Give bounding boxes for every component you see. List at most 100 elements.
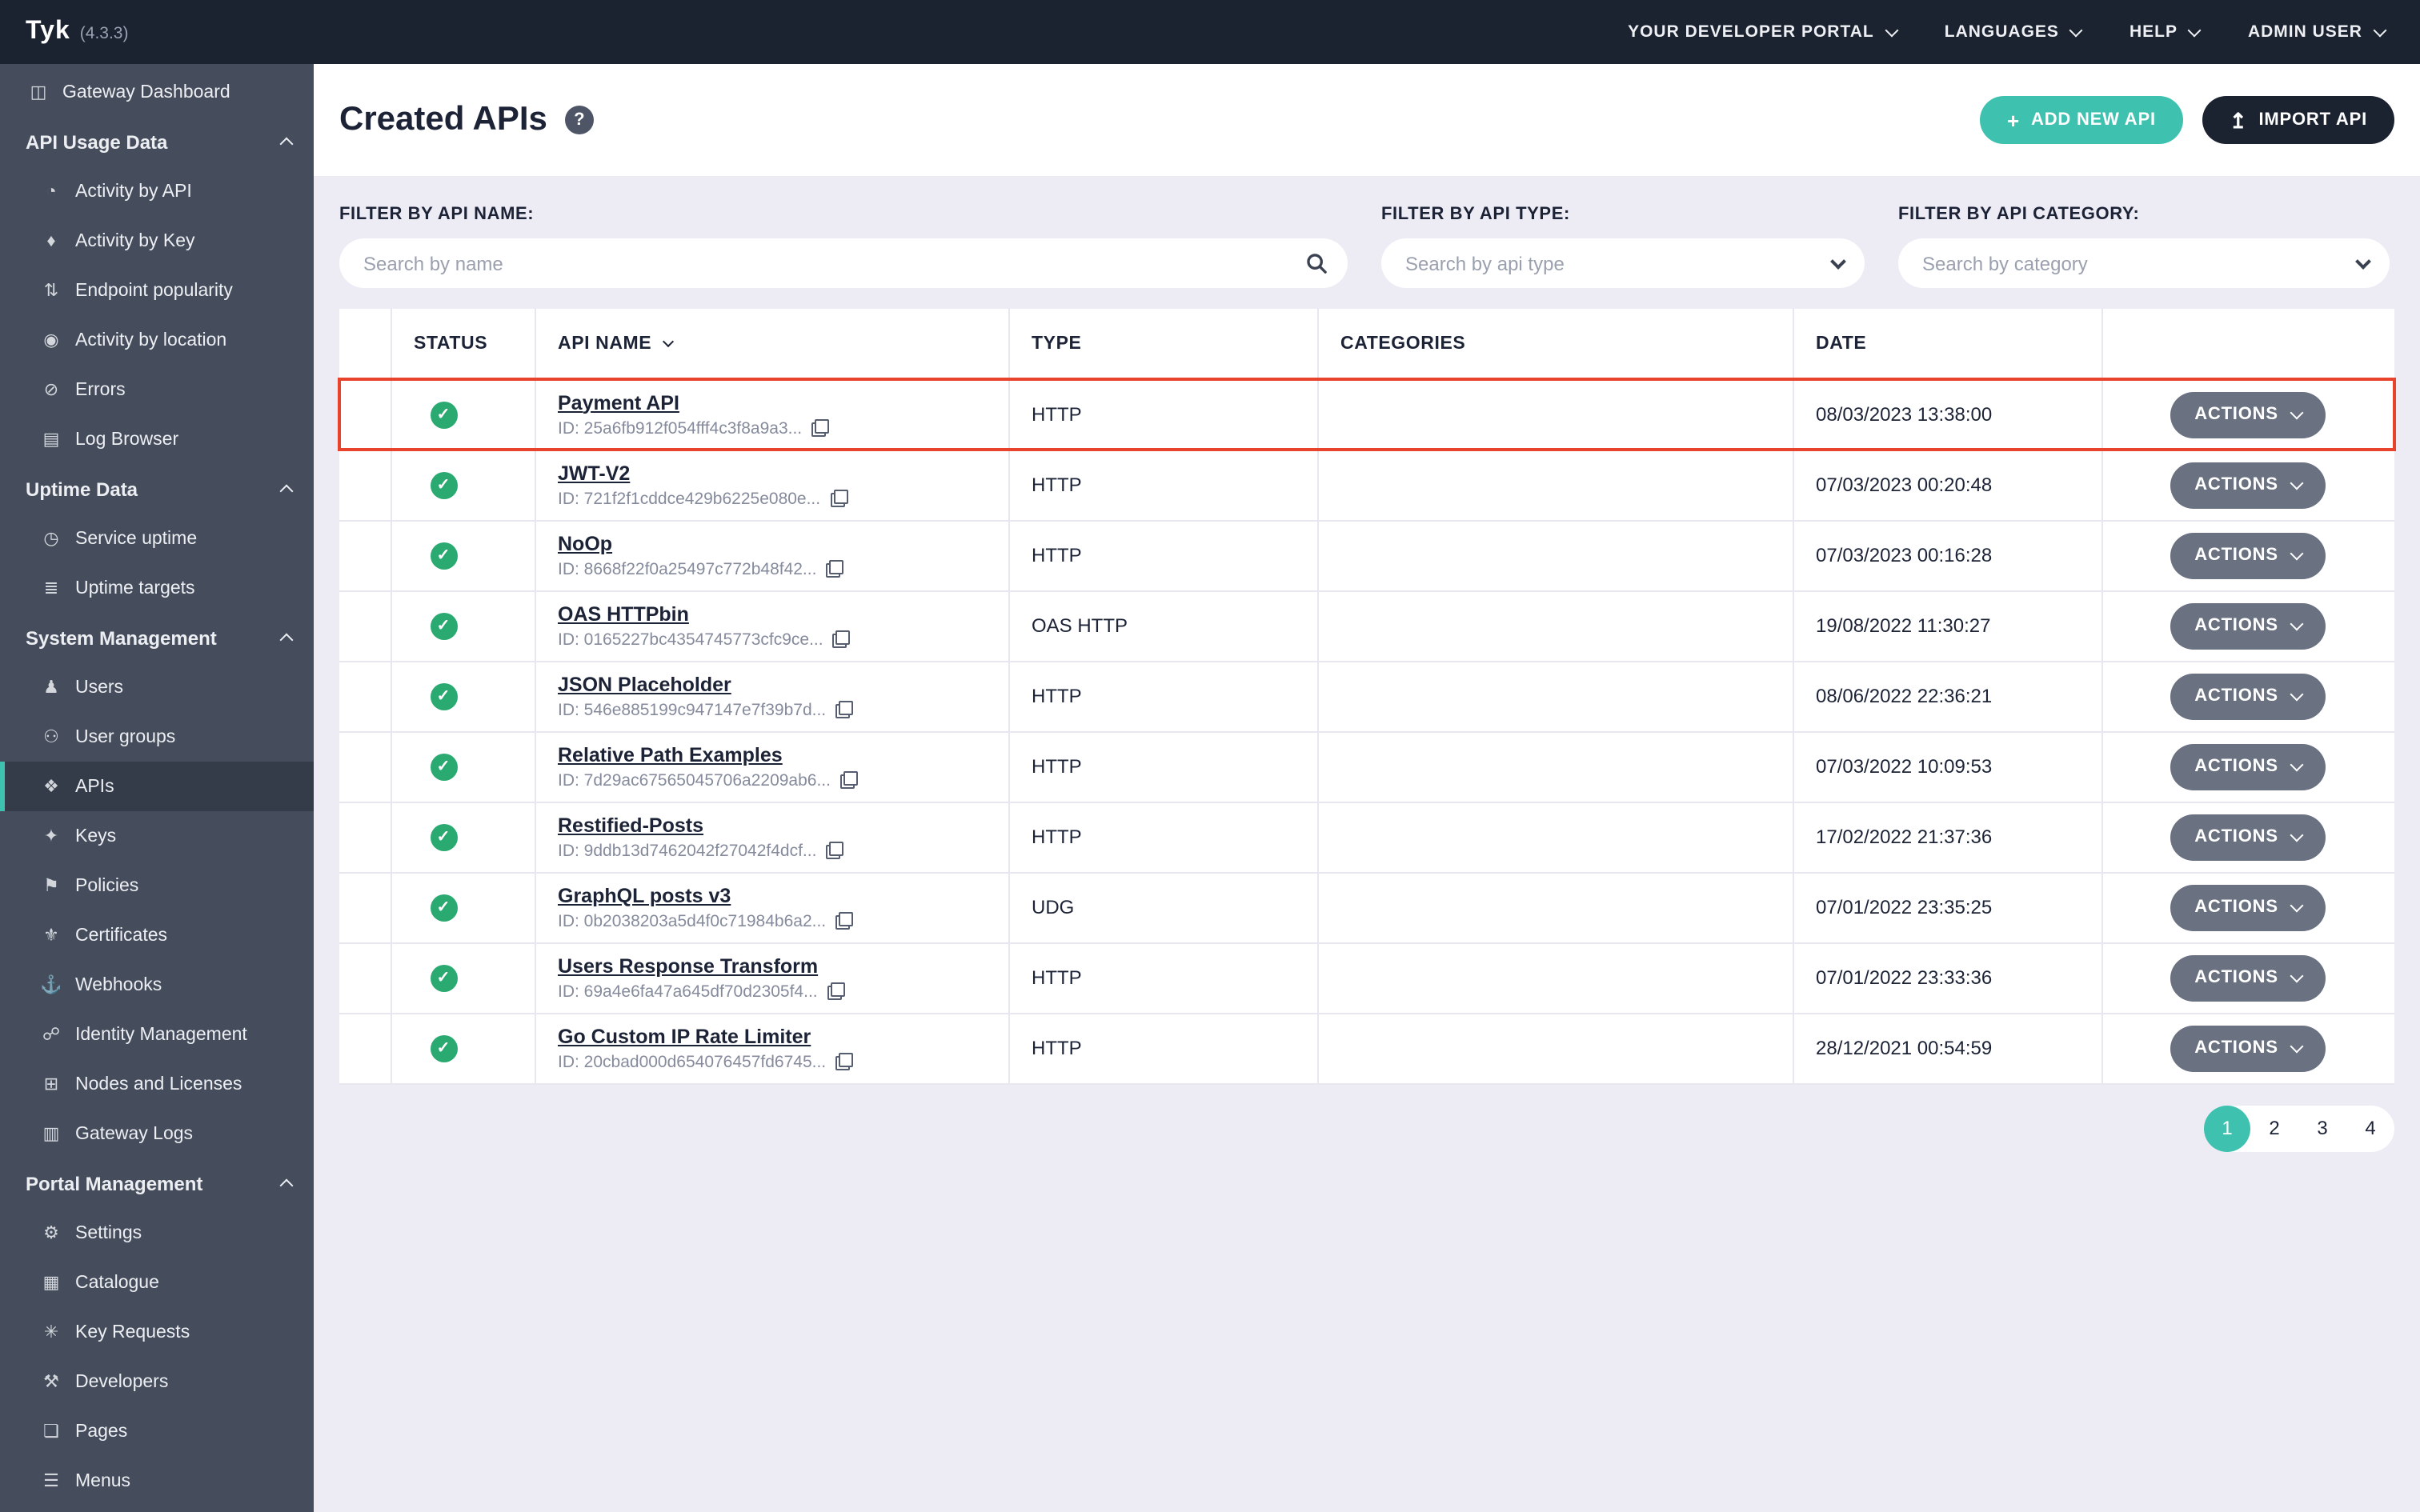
sidebar-item-nodes-and-licenses[interactable]: ⊞ Nodes and Licenses <box>0 1059 314 1109</box>
sidebar-item-uptime-targets[interactable]: ≣ Uptime targets <box>0 563 314 613</box>
sidebar-item-gateway-logs[interactable]: ▥ Gateway Logs <box>0 1109 314 1158</box>
sidebar-item-activity-by-api[interactable]: ◔ Activity by API <box>0 166 314 216</box>
sidebar-item-policies[interactable]: ⚑ Policies <box>0 861 314 910</box>
actions-button[interactable]: ACTIONS <box>2170 743 2326 790</box>
sidebar-item-catalogue[interactable]: ▦ Catalogue <box>0 1258 314 1307</box>
filter-type-label: FILTER BY API TYPE: <box>1381 205 1570 224</box>
actions-button[interactable]: ACTIONS <box>2170 814 2326 860</box>
sidebar-section-system-management[interactable]: System Management <box>0 613 314 662</box>
import-api-button[interactable]: ↥ IMPORT API <box>2202 96 2394 144</box>
menu-admin-user[interactable]: ADMIN USER <box>2248 22 2387 42</box>
sidebar-item-menus[interactable]: ☰ Menus <box>0 1456 314 1506</box>
api-date: 08/06/2022 22:36:21 <box>1792 661 2101 732</box>
page-title: Created APIs <box>339 101 547 138</box>
sidebar-item-certificates[interactable]: ⚜ Certificates <box>0 910 314 960</box>
actions-button[interactable]: ACTIONS <box>2170 884 2326 930</box>
status-ok-icon: ✓ <box>430 894 457 921</box>
page-button-3[interactable]: 3 <box>2317 1117 2328 1139</box>
sidebar-section-api-usage-data[interactable]: API Usage Data <box>0 117 314 166</box>
sidebar-item-users[interactable]: ♟ Users <box>0 662 314 712</box>
actions-button[interactable]: ACTIONS <box>2170 602 2326 649</box>
copy-icon[interactable] <box>826 560 844 578</box>
copy-icon[interactable] <box>826 842 844 859</box>
search-icon[interactable] <box>1306 253 1327 274</box>
copy-icon[interactable] <box>832 630 851 648</box>
status-ok-icon: ✓ <box>430 682 457 710</box>
sidebar-item-service-uptime[interactable]: ◷ Service uptime <box>0 514 314 563</box>
sidebar-item-apis[interactable]: ❖ APIs <box>0 762 314 811</box>
button-label: IMPORT API <box>2258 110 2367 130</box>
sidebar-item-log-browser[interactable]: ▤ Log Browser <box>0 414 314 464</box>
chevron-down-icon <box>2290 757 2305 771</box>
sidebar-item-identity-management[interactable]: ☍ Identity Management <box>0 1010 314 1059</box>
api-name-link[interactable]: JWT-V2 <box>558 462 631 484</box>
actions-button[interactable]: ACTIONS <box>2170 532 2326 578</box>
api-name-link[interactable]: JSON Placeholder <box>558 673 731 695</box>
api-name-link[interactable]: Go Custom IP Rate Limiter <box>558 1025 811 1047</box>
targets-icon: ≣ <box>43 579 59 598</box>
sidebar-item-user-groups[interactable]: ⚇ User groups <box>0 712 314 762</box>
menu-developer-portal[interactable]: YOUR DEVELOPER PORTAL <box>1628 22 1899 42</box>
popularity-icon: ⇅ <box>43 282 59 301</box>
column-header-api-name[interactable]: API NAME <box>534 309 1008 380</box>
menu-languages[interactable]: LANGUAGES <box>1945 22 2084 42</box>
copy-icon[interactable] <box>840 771 858 789</box>
sidebar-item-developers[interactable]: ⚒ Developers <box>0 1357 314 1406</box>
nodes-icon: ⊞ <box>43 1075 59 1094</box>
chevron-down-icon <box>2290 1038 2305 1053</box>
api-name-link[interactable]: Payment API <box>558 391 679 414</box>
search-name-input[interactable] <box>363 252 1306 274</box>
api-name-link[interactable]: NoOp <box>558 532 613 554</box>
api-name-link[interactable]: Users Response Transform <box>558 954 819 977</box>
copy-icon[interactable] <box>835 1053 854 1070</box>
sidebar-item-webhooks[interactable]: ⚓ Webhooks <box>0 960 314 1010</box>
sidebar-item-endpoint-popularity[interactable]: ⇅ Endpoint popularity <box>0 266 314 315</box>
chevron-down-icon <box>2290 686 2305 701</box>
api-name-link[interactable]: OAS HTTPbin <box>558 602 689 625</box>
api-category-select[interactable]: Search by category <box>1898 238 2390 288</box>
api-type-select[interactable]: Search by api type <box>1381 238 1865 288</box>
settings-icon: ⚙ <box>43 1224 59 1243</box>
filter-bar: FILTER BY API NAME: FIL <box>339 198 2394 288</box>
actions-button[interactable]: ACTIONS <box>2170 1025 2326 1071</box>
sidebar-item-settings[interactable]: ⚙ Settings <box>0 1208 314 1258</box>
actions-button[interactable]: ACTIONS <box>2170 462 2326 508</box>
api-name-link[interactable]: Relative Path Examples <box>558 743 783 766</box>
sidebar-item-pages[interactable]: ❏ Pages <box>0 1406 314 1456</box>
pages-icon: ❏ <box>43 1422 59 1442</box>
actions-button[interactable]: ACTIONS <box>2170 391 2326 438</box>
actions-button[interactable]: ACTIONS <box>2170 673 2326 719</box>
copy-icon[interactable] <box>835 912 854 930</box>
page-button-2[interactable]: 2 <box>2269 1117 2280 1139</box>
sidebar-section-uptime-data[interactable]: Uptime Data <box>0 464 314 514</box>
actions-button[interactable]: ACTIONS <box>2170 954 2326 1001</box>
page-button-1[interactable]: 1 <box>2204 1105 2250 1151</box>
add-new-api-button[interactable]: + ADD NEW API <box>1980 96 2183 144</box>
help-icon[interactable]: ? <box>564 106 594 134</box>
sidebar-item-gateway-dashboard[interactable]: ◫ Gateway Dashboard <box>0 67 314 117</box>
copy-icon[interactable] <box>811 419 830 437</box>
api-name-link[interactable]: GraphQL posts v3 <box>558 884 731 906</box>
sidebar-item-keys[interactable]: ✦ Keys <box>0 811 314 861</box>
user-groups-icon: ⚇ <box>43 728 59 747</box>
sidebar-item-activity-by-location[interactable]: ◉ Activity by location <box>0 315 314 365</box>
page-button-4[interactable]: 4 <box>2365 1117 2376 1139</box>
sidebar-item-label: Gateway Dashboard <box>62 82 230 102</box>
sidebar-item-label: Catalogue <box>75 1273 159 1292</box>
sidebar-item-activity-by-key[interactable]: ♦ Activity by Key <box>0 216 314 266</box>
copy-icon[interactable] <box>827 982 845 1000</box>
sidebar-section-portal-management[interactable]: Portal Management <box>0 1158 314 1208</box>
api-categories <box>1316 661 1793 732</box>
sidebar-item-errors[interactable]: ⊘ Errors <box>0 365 314 414</box>
webhooks-icon: ⚓ <box>40 976 62 995</box>
api-id-text: ID: 721f2f1cddce429b6225e080e... <box>558 489 821 508</box>
copy-icon[interactable] <box>835 701 854 718</box>
table-row: ✓ NoOp ID: 8668f22f0a25497c772b48f42... … <box>339 520 2394 591</box>
api-name-link[interactable]: Restified-Posts <box>558 814 703 836</box>
sort-desc-icon[interactable] <box>663 335 675 347</box>
sidebar-item-key-requests[interactable]: ✳ Key Requests <box>0 1307 314 1357</box>
menu-help[interactable]: HELP <box>2130 22 2202 42</box>
sidebar-item-label: Gateway Logs <box>75 1124 194 1143</box>
uptime-icon: ◷ <box>43 530 59 549</box>
copy-icon[interactable] <box>830 490 848 507</box>
